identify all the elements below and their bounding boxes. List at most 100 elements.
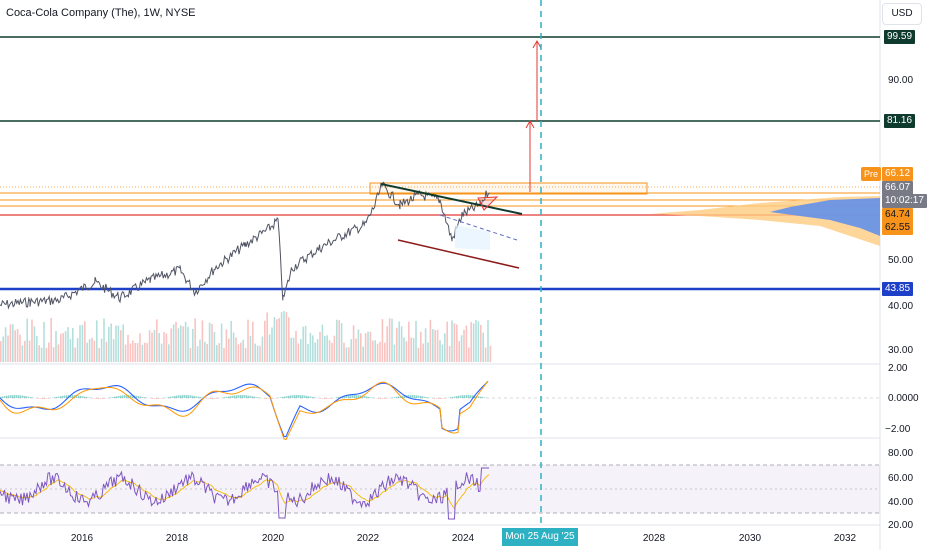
macd-hist-bar xyxy=(14,395,16,398)
trendline-top[interactable] xyxy=(380,183,523,215)
level-81-tag: 81.16 xyxy=(884,114,916,128)
macd-hist-bar xyxy=(136,395,138,398)
volume-bar xyxy=(247,319,249,362)
volume-bar xyxy=(388,318,391,362)
macd-hist-bar xyxy=(290,395,292,398)
volume-bar xyxy=(312,335,314,362)
volume-bar xyxy=(33,326,36,362)
volume-bar xyxy=(362,346,364,362)
volume-bar xyxy=(259,345,261,362)
volume-bar xyxy=(333,335,336,362)
volume-bar xyxy=(48,342,50,362)
macd-hist-bar xyxy=(120,395,122,398)
volume-bar xyxy=(206,343,208,362)
volume-bar xyxy=(187,326,189,362)
macd-hist-bar xyxy=(474,395,476,398)
volume-bar xyxy=(165,333,168,362)
volume-bar xyxy=(100,338,103,362)
macd-hist-bar xyxy=(154,398,156,399)
macd-hist-bar xyxy=(78,395,80,398)
volume-bar xyxy=(249,335,252,362)
volume-bar xyxy=(398,321,400,362)
trendline-dashed[interactable] xyxy=(439,214,521,242)
macd-hist-bar xyxy=(482,397,484,398)
time-tick: 2024 xyxy=(451,533,475,544)
macd-hist-bar xyxy=(396,396,398,398)
volume-bar xyxy=(324,335,326,362)
macd-hist-bar xyxy=(282,396,284,398)
price-tick: 50.00 xyxy=(888,255,914,266)
volume-bar xyxy=(112,339,115,362)
volume-bar xyxy=(124,344,127,362)
volume-bar xyxy=(384,342,386,362)
macd-hist-bar xyxy=(436,398,438,399)
macd-hist-bar xyxy=(308,396,310,398)
level-43-tag: 43.85 xyxy=(882,282,914,296)
target-arrows[interactable] xyxy=(525,39,542,192)
macd-hist-bar xyxy=(454,396,456,398)
volume-bar xyxy=(400,326,403,362)
macd-hist-bar xyxy=(326,398,328,399)
volume-bar xyxy=(81,324,84,362)
macd-hist-bar xyxy=(224,397,226,398)
volume-profile xyxy=(650,196,880,246)
volume-bar xyxy=(211,323,213,362)
level-64-tag: 64.74 xyxy=(882,208,914,222)
macd-hist-bar xyxy=(110,397,112,398)
flag-triangle[interactable] xyxy=(477,196,499,211)
macd-hist-bar xyxy=(248,395,250,398)
macd-hist-bar xyxy=(480,396,482,398)
macd-hist-bar xyxy=(236,395,238,398)
volume-bar xyxy=(417,347,420,362)
volume-bar xyxy=(93,340,96,362)
rsi-line xyxy=(0,467,489,520)
volume-bar xyxy=(420,331,422,362)
volume-bar xyxy=(120,330,122,362)
volume-bar xyxy=(364,333,367,362)
volume-bar xyxy=(328,340,331,362)
macd-hist-bar xyxy=(54,397,56,398)
volume-bar xyxy=(201,320,204,362)
macd-hist-bar xyxy=(156,398,158,399)
macd-hist-bar xyxy=(196,396,198,398)
macd-hist-bar xyxy=(130,395,132,398)
macd-hist-bar xyxy=(2,396,4,398)
volume-bar xyxy=(232,332,235,362)
volume-bar xyxy=(74,347,76,362)
level-62-tag: 62.55 xyxy=(882,221,914,235)
last-price-tag: 66.07 xyxy=(882,181,914,195)
macd-hist-bar xyxy=(238,395,240,398)
macd-hist-bar xyxy=(184,395,186,398)
volume-bar xyxy=(316,339,319,362)
volume-bar xyxy=(326,335,328,362)
volume-bar xyxy=(103,318,105,362)
volume-bar xyxy=(105,341,108,362)
volume-bar xyxy=(199,339,201,362)
macd-hist-bar xyxy=(296,395,298,398)
resistance-zone[interactable] xyxy=(369,182,648,195)
volume-bar xyxy=(360,333,362,362)
volume-bar xyxy=(168,344,170,362)
macd-hist-bar xyxy=(214,398,216,399)
volume-bar xyxy=(223,347,225,362)
currency-button[interactable]: USD xyxy=(882,3,922,25)
price-tick: 40.00 xyxy=(888,301,914,312)
macd-tick: −2.00 xyxy=(885,424,911,435)
volume-bar xyxy=(307,343,309,362)
macd-hist-bar xyxy=(478,396,480,398)
macd-hist-bar xyxy=(12,395,14,398)
time-tick: 2016 xyxy=(70,533,94,544)
trendline-bottom[interactable] xyxy=(397,239,520,269)
macd-hist-bar xyxy=(212,398,214,399)
volume-bar xyxy=(297,343,300,362)
volume-bar xyxy=(24,340,26,362)
macd-hist-bar xyxy=(416,395,418,398)
volume-bar xyxy=(393,344,396,362)
volume-bar xyxy=(160,343,163,362)
volume-bar xyxy=(434,329,436,362)
volume-bar xyxy=(117,325,120,362)
macd-hist-bar xyxy=(66,395,68,398)
volume-bar xyxy=(144,342,146,362)
volume-bar xyxy=(52,347,55,362)
